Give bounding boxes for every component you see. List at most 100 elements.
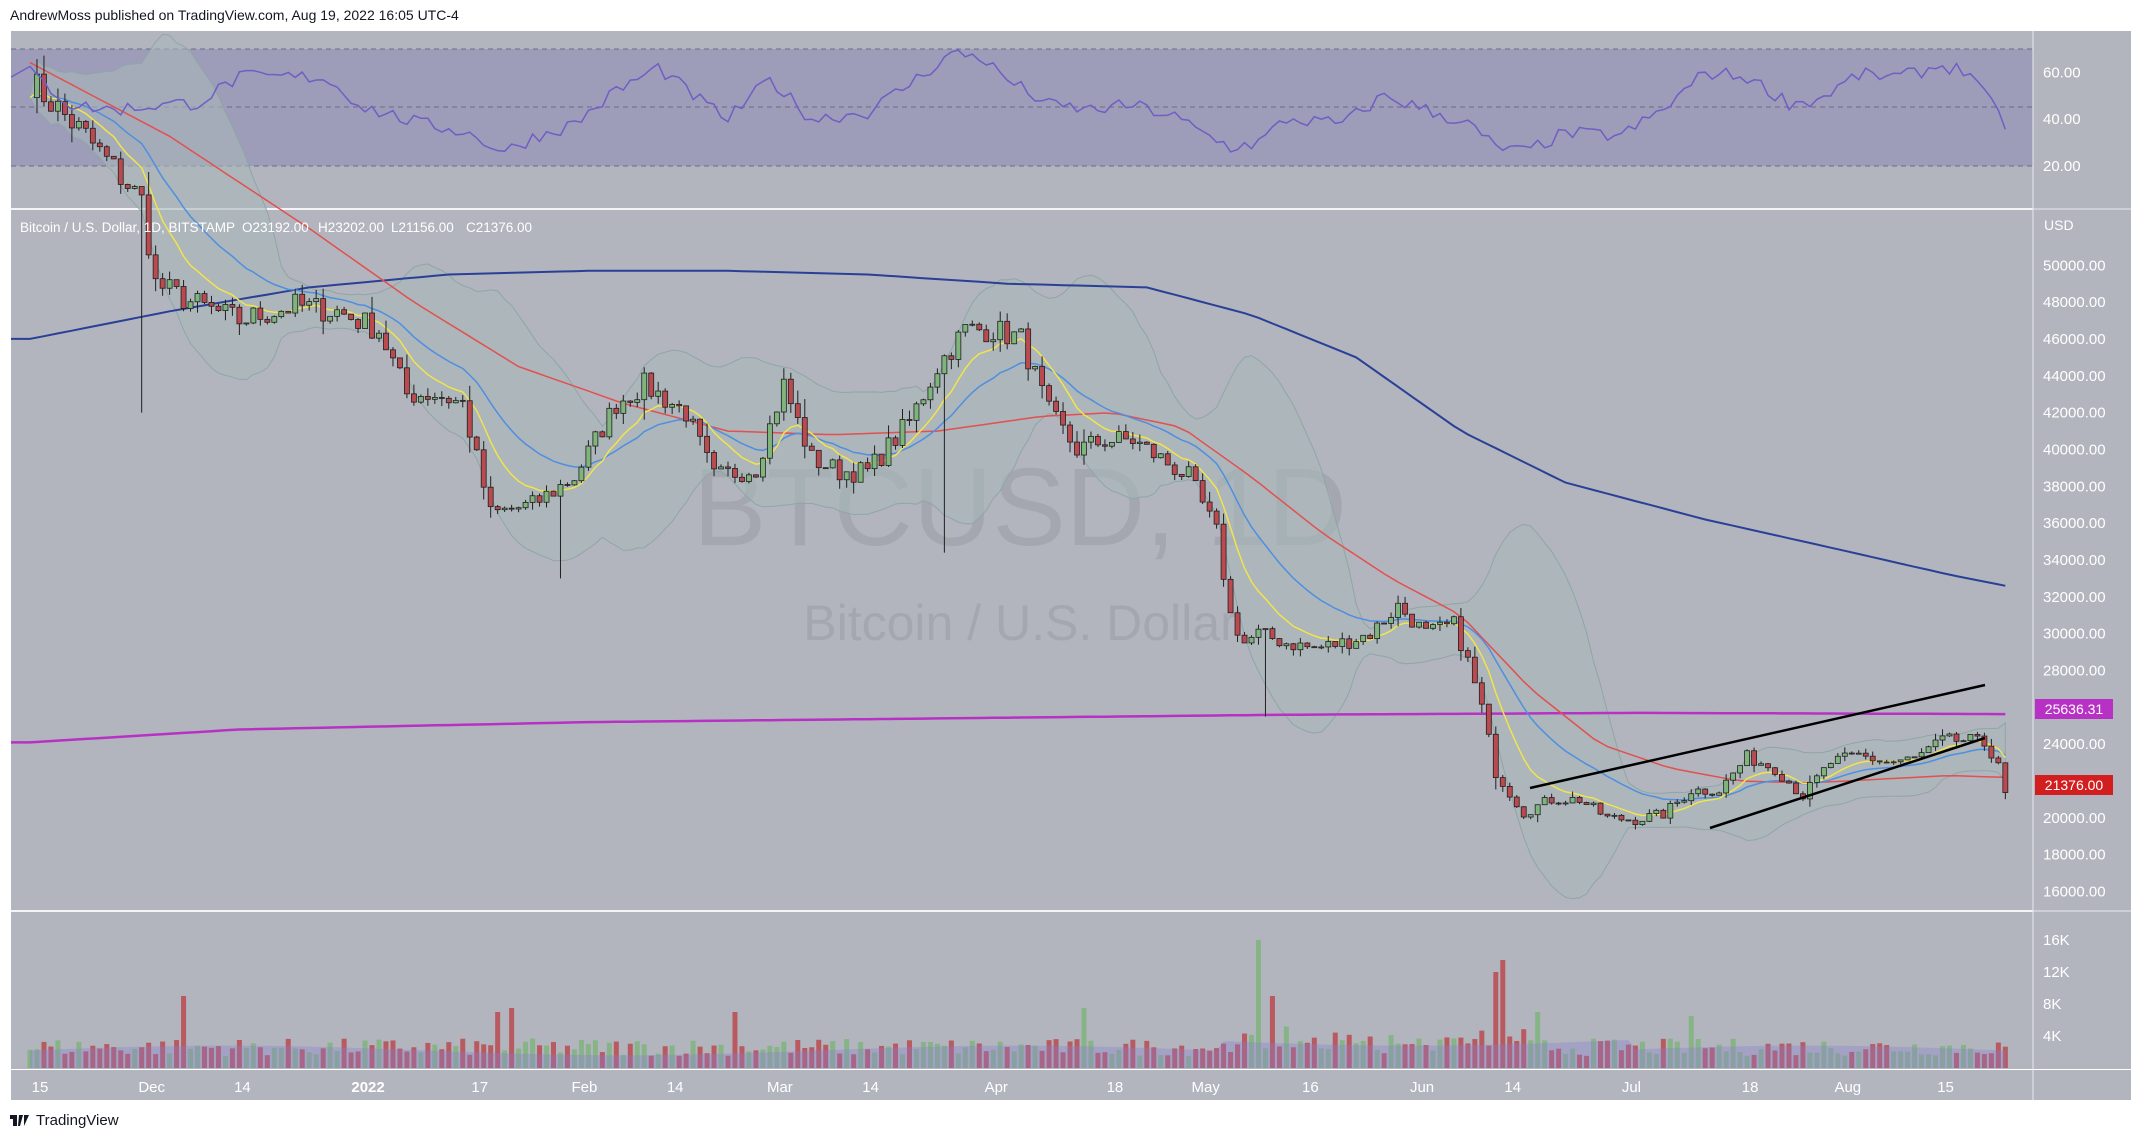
volume-bar — [278, 1048, 284, 1068]
candle-body — [313, 298, 320, 302]
volume-bar — [1437, 1039, 1443, 1068]
candle-body — [1095, 435, 1101, 446]
trendlines[interactable] — [1529, 683, 1986, 830]
candle-body — [725, 466, 731, 469]
volume-bar — [1304, 1042, 1310, 1068]
candle-body — [1025, 328, 1032, 370]
candle-body — [55, 100, 61, 112]
candle-body — [1667, 802, 1674, 819]
candle-body — [34, 73, 40, 99]
volume-bar — [613, 1041, 619, 1068]
channel-lower-line[interactable] — [1709, 736, 1986, 830]
candle-body — [1716, 792, 1723, 796]
price-tick-label: 44000.00 — [2043, 368, 2106, 385]
candles[interactable] — [34, 55, 2009, 830]
channel-upper-line[interactable] — [1529, 683, 1986, 790]
candle-body — [1192, 466, 1199, 482]
volume-bar — [1249, 1035, 1254, 1068]
volume-bar — [2002, 1046, 2008, 1068]
volume-bar — [1828, 1048, 1834, 1068]
price-axis[interactable]: 16000.0018000.0020000.0022000.0024000.00… — [2043, 64, 2106, 1045]
volume-bar — [1276, 1046, 1282, 1068]
volume-bar — [1074, 1039, 1080, 1068]
volume-bar — [1060, 1052, 1066, 1068]
volume-bar — [1528, 1040, 1534, 1068]
time-axis-bg[interactable] — [11, 1070, 2131, 1100]
volume-bar — [823, 1044, 829, 1068]
price-tick-label: 50000.00 — [2043, 257, 2106, 274]
volume-bar — [495, 1012, 501, 1068]
volume-bar — [697, 1046, 703, 1068]
volume-bar — [1214, 1048, 1220, 1068]
volume-bar — [1933, 1055, 1939, 1068]
price-tick-label: 38000.00 — [2043, 478, 2106, 495]
candle-body — [138, 186, 145, 196]
volume-bar — [1318, 1048, 1324, 1068]
candle-body — [906, 419, 913, 421]
volume-bar — [564, 1045, 570, 1068]
candle-body — [613, 407, 620, 414]
footer-brand-label: TradingView — [36, 1112, 119, 1129]
candle-body — [1911, 756, 1918, 759]
volume-bar — [530, 1038, 536, 1068]
volume-bar — [809, 1047, 815, 1068]
volume-bar — [1988, 1053, 1994, 1068]
time-axis[interactable]: 15 Dec 14 2022 17 Feb 14 Mar 14 Apr 18 May 16 Jun 14 Ju… — [32, 1079, 1954, 1096]
candle-body — [1185, 466, 1192, 477]
candle-body — [578, 466, 585, 482]
candle-body — [383, 332, 389, 351]
candle-body — [166, 279, 173, 289]
volume-bar — [795, 1039, 801, 1068]
candle-body — [592, 431, 599, 447]
candle-body — [1995, 757, 2002, 764]
candle-body — [697, 418, 703, 437]
volume-bar — [788, 1052, 794, 1068]
price-tick-label: 16000.00 — [2043, 884, 2106, 901]
candle-body — [1737, 765, 1743, 774]
volume-bar — [76, 1041, 82, 1068]
volume-bar — [1556, 1048, 1562, 1068]
volume-bar — [1898, 1051, 1904, 1068]
volume-bar — [886, 1046, 892, 1068]
candle-body — [501, 507, 508, 511]
volume-bar — [1646, 1052, 1652, 1068]
price-tick-label: 42000.00 — [2043, 405, 2106, 422]
candle-body — [1646, 813, 1653, 822]
volume-bar — [1179, 1045, 1185, 1068]
time-tick-label: 15 — [1937, 1079, 1954, 1096]
candle-body — [1974, 734, 1981, 737]
volume-bar — [948, 1040, 954, 1068]
volume-bar — [41, 1041, 47, 1068]
symbol-legend[interactable]: Bitcoin / U.S. Dollar, 1D, BITSTAMP O231… — [20, 220, 532, 235]
candle-body — [1723, 779, 1730, 794]
volume-bar — [676, 1055, 682, 1068]
time-tick-label: 15 — [32, 1079, 49, 1096]
candle-body — [334, 309, 341, 317]
price-axis-bg[interactable] — [2033, 31, 2131, 1069]
candle-body — [1178, 473, 1185, 477]
volume-bar — [1723, 1051, 1729, 1068]
candle-body — [397, 357, 403, 369]
candle-body — [173, 279, 180, 287]
tradingview-logo-icon — [10, 1114, 29, 1126]
candle-body — [1388, 617, 1394, 624]
candle-body — [1102, 444, 1108, 447]
volume-bar — [571, 1049, 577, 1068]
volume-bar — [1479, 1030, 1485, 1068]
candle-body — [885, 437, 892, 466]
candle-body — [1904, 756, 1911, 761]
candle-body — [222, 304, 229, 312]
candle-body — [1290, 643, 1297, 651]
volume-bar — [858, 1041, 864, 1068]
candle-body — [836, 459, 843, 481]
volume-bar — [711, 1045, 717, 1068]
volume-bar — [1123, 1043, 1129, 1068]
footer-brand[interactable]: TradingView — [10, 1112, 119, 1129]
volume-bar — [781, 1041, 787, 1068]
candle-body — [899, 419, 906, 446]
volume-bar — [1053, 1039, 1059, 1068]
candle-body — [1618, 814, 1625, 821]
volume-bar — [1632, 1045, 1638, 1068]
volume-bar — [1207, 1050, 1213, 1068]
